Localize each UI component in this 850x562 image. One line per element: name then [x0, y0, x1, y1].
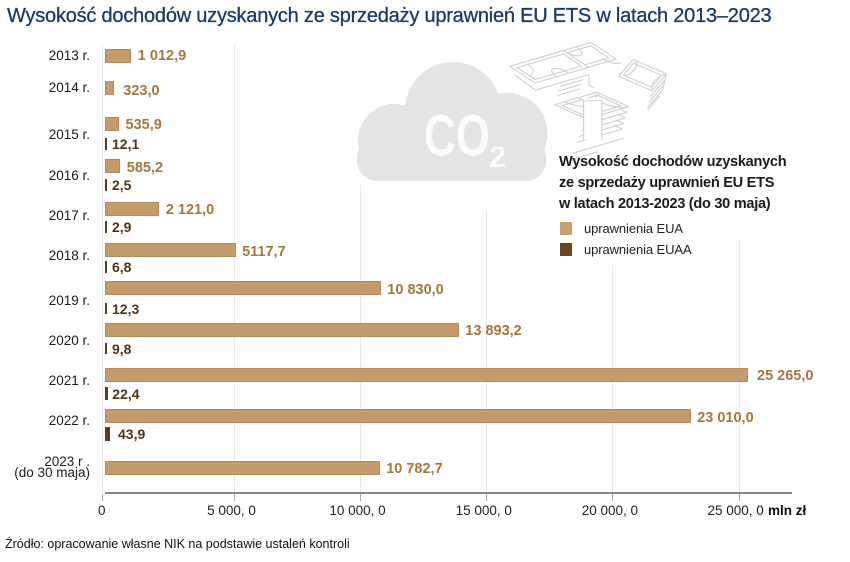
svg-text:2: 2	[489, 141, 506, 174]
svg-text:CO: CO	[424, 104, 490, 169]
